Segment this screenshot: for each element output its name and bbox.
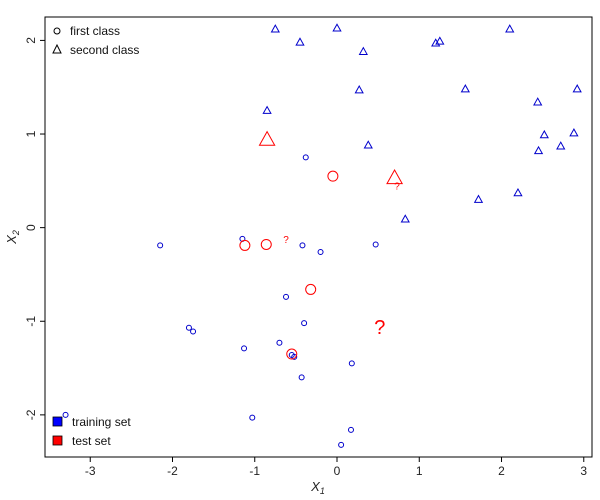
legend-label-test-set: test set [72,434,111,448]
training-point-first-class [302,321,307,326]
training-point-second-class [364,141,372,148]
legend-circle-icon [54,28,60,34]
training-point-second-class [436,37,444,44]
training-point-first-class [277,340,282,345]
plot-frame [45,17,592,457]
training-point-second-class [296,38,304,45]
annotations: ??? [283,182,400,339]
x-tick-label: 3 [580,464,587,478]
training-point-first-class [373,242,378,247]
y-tick-label: -2 [24,409,38,420]
x-tick-label: -2 [167,464,178,478]
training-point-first-class [250,415,255,420]
x-tick-label: 0 [334,464,341,478]
test-point-first-class [261,239,271,249]
training-point-second-class [514,189,522,196]
training-point-first-class [284,294,289,299]
legend-training-swatch [53,417,62,426]
training-point-first-class [63,412,68,417]
y-tick-label: 1 [24,130,38,137]
legend-classes: first class second class [53,24,139,57]
question-mark-annotation: ? [283,235,289,246]
training-point-second-class [355,86,363,93]
test-point-first-class [240,240,250,250]
training-point-first-class [348,427,353,432]
test-point-first-class [306,284,316,294]
training-point-second-class [534,98,542,105]
legend-triangle-icon [53,45,61,53]
training-point-second-class [535,147,543,154]
training-point-first-class [242,346,247,351]
legend-sets: training set test set [53,415,131,448]
x-axis-title: X1 [310,479,325,496]
x-tick-label: 2 [498,464,505,478]
training-point-first-class [300,243,305,248]
training-point-first-class [299,375,304,380]
training-point-second-class [272,25,280,32]
training-point-second-class [506,25,514,32]
training-point-second-class [557,142,565,149]
y-tick-label: 2 [24,37,38,44]
training-point-first-class [191,329,196,334]
training-point-second-class [570,129,578,136]
data-points [63,24,581,447]
training-point-first-class [318,249,323,254]
question-mark-annotation: ? [374,317,385,339]
x-tick-label: -3 [85,464,96,478]
training-point-second-class [401,215,409,222]
y-axis-title: X2 [4,230,21,245]
training-point-first-class [186,325,191,330]
x-tick-label: 1 [416,464,423,478]
y-tick-label: 0 [24,224,38,231]
test-point-first-class [328,171,338,181]
training-point-first-class [303,155,308,160]
training-point-first-class [349,361,354,366]
legend-label-second-class: second class [70,43,139,57]
training-point-second-class [475,196,483,203]
question-mark-annotation: ? [394,182,400,193]
training-point-first-class [158,243,163,248]
training-point-second-class [263,107,271,114]
x-tick-label: -1 [249,464,260,478]
legend-label-first-class: first class [70,24,120,38]
y-tick-label: -1 [24,316,38,327]
legend-label-training-set: training set [72,415,131,429]
training-point-second-class [462,85,470,92]
training-point-second-class [333,24,341,31]
test-point-second-class [259,132,274,146]
training-point-second-class [360,48,368,55]
x-axis: -3 -2 -1 0 1 2 3 [85,457,588,478]
y-axis: -2 -1 0 1 2 [24,37,45,420]
training-point-second-class [573,85,581,92]
training-point-first-class [339,442,344,447]
legend-test-swatch [53,436,62,445]
training-point-second-class [540,131,548,138]
